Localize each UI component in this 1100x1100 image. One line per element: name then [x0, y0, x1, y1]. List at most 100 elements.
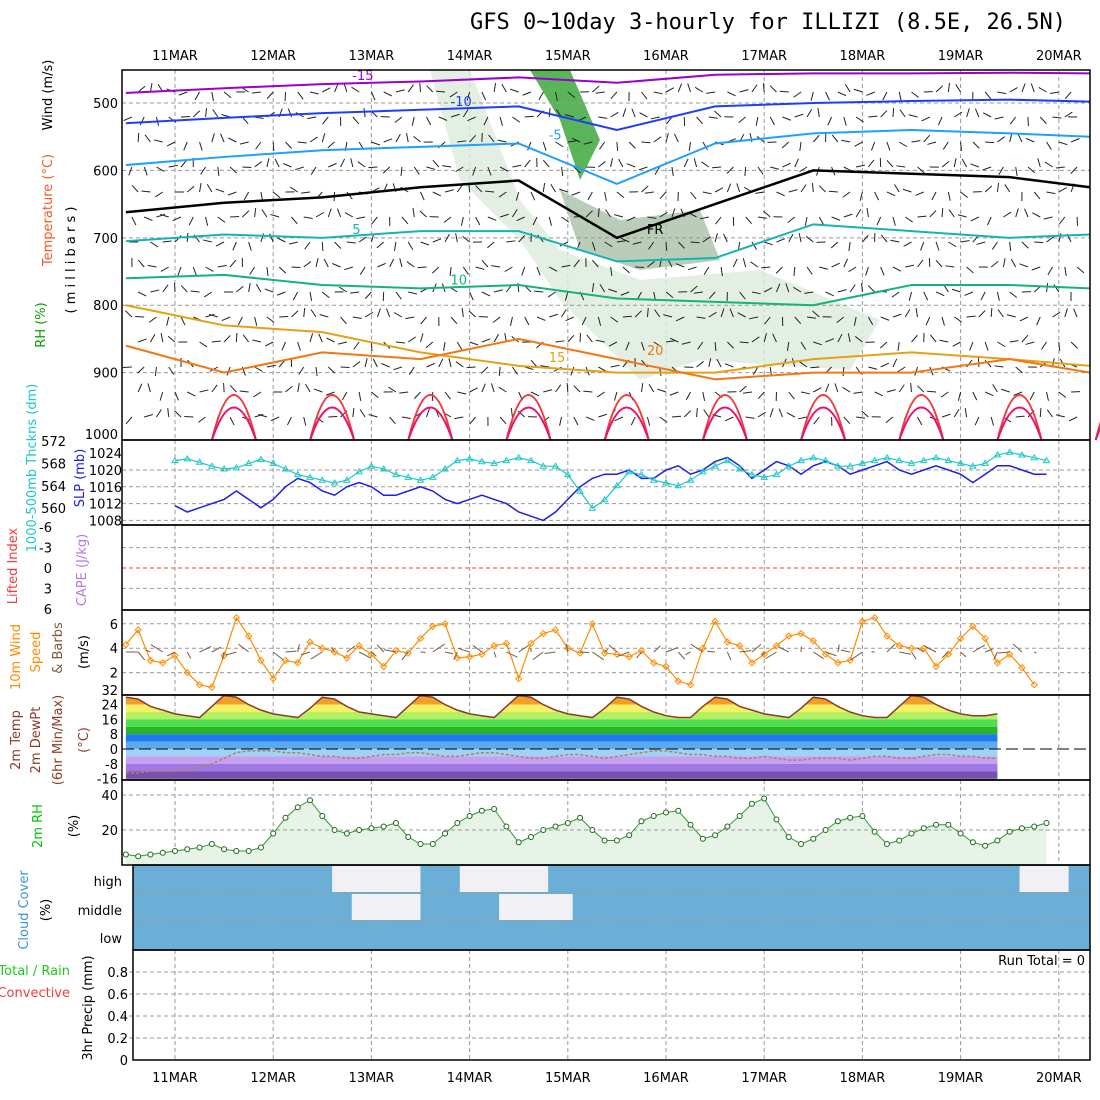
- wind-barb-10m: [899, 651, 912, 655]
- wind-barb: [598, 116, 608, 119]
- wind-barb: [984, 391, 994, 397]
- thickness-marker: [490, 459, 499, 466]
- wind-barb: [229, 166, 238, 174]
- wind-barb: [462, 235, 470, 243]
- y-tick-label: 564: [41, 480, 66, 495]
- wind-barb: [855, 209, 862, 218]
- wind-speed-marker: [1030, 681, 1038, 689]
- wind-barb: [386, 308, 391, 318]
- wind-barb: [581, 316, 587, 326]
- wind-barb: [241, 116, 249, 125]
- rh-marker: [577, 814, 584, 821]
- wind-barb: [610, 364, 620, 368]
- wind-barb-10m: [592, 651, 605, 661]
- wind-barb: [168, 164, 178, 168]
- date-label-top: 18MAR: [840, 49, 886, 64]
- wind-barb: [917, 416, 923, 426]
- wind-speed-marker: [870, 613, 879, 622]
- wind-barb: [849, 284, 856, 293]
- wind-barb: [315, 366, 318, 376]
- wind-barb: [516, 216, 525, 222]
- thickness-marker: [748, 470, 756, 478]
- wind-barb: [703, 409, 710, 418]
- wind-barb: [708, 311, 717, 318]
- precip-total-label: Total / Rain: [0, 964, 70, 979]
- wind-barb: [313, 388, 323, 393]
- wind-axis-label: (m/s): [77, 635, 92, 669]
- wind-barb-10m: [837, 644, 840, 653]
- wind-barb: [715, 216, 722, 225]
- wind-barb: [251, 91, 261, 94]
- wind-barb: [687, 83, 692, 93]
- wind-barb: [911, 334, 918, 343]
- wind-barb: [898, 91, 902, 101]
- wind-barb: [270, 416, 280, 422]
- wind-barb: [1004, 184, 1011, 193]
- y-tick-label: 0: [44, 562, 52, 577]
- wind-barb: [235, 332, 238, 343]
- wind-barb: [166, 141, 176, 147]
- wind-barb: [669, 337, 679, 343]
- thickness-marker: [649, 476, 658, 483]
- wind-barb: [518, 235, 526, 243]
- wind-speed-marker: [478, 650, 486, 659]
- wind-barb: [825, 91, 830, 101]
- wind-barb: [388, 386, 397, 393]
- wind-barb: [935, 260, 943, 268]
- thickness-marker: [1042, 456, 1051, 464]
- isotherm-arch: [210, 394, 257, 441]
- wind-barb: [467, 116, 476, 122]
- wind-barb-10m: [685, 651, 691, 656]
- wind-barb-10m: [765, 651, 777, 660]
- wind-barb: [485, 190, 495, 193]
- wind-barb: [444, 391, 451, 400]
- wind-barb: [665, 87, 675, 93]
- wind-barb: [521, 266, 526, 276]
- thickness-marker: [171, 456, 179, 464]
- rh-marker: [270, 830, 277, 837]
- wind-barb: [279, 315, 289, 318]
- wind-barb: [555, 340, 565, 343]
- wind-barb: [266, 158, 270, 168]
- wind-barb: [690, 191, 697, 200]
- wind-speed-marker: [760, 650, 768, 659]
- thickness-marker: [956, 459, 965, 466]
- wind-speed-marker: [772, 642, 781, 650]
- wind-barb: [897, 366, 906, 373]
- wind-barb: [183, 141, 188, 151]
- wind-barb: [199, 341, 208, 348]
- wind-barb: [653, 341, 662, 348]
- wind-barb: [343, 83, 348, 93]
- wind-speed-marker: [711, 617, 719, 626]
- wind-barb: [610, 91, 618, 100]
- wind-barb-10m: [993, 651, 998, 660]
- wind-speed-marker: [883, 632, 891, 640]
- wind-barb: [666, 116, 673, 125]
- wind-barb: [997, 91, 1007, 95]
- wind-barb: [825, 383, 830, 393]
- thickness-marker: [833, 462, 842, 469]
- isotherm-arch: [210, 406, 257, 441]
- wind-barb: [352, 407, 355, 418]
- wind-barb: [935, 85, 944, 93]
- wind-barb: [198, 416, 206, 423]
- wind-barb: [405, 316, 415, 320]
- wind-barb: [659, 211, 668, 218]
- wind-barb: [297, 383, 300, 393]
- wind-barb: [559, 416, 563, 426]
- rh-marker: [1006, 828, 1013, 835]
- wind-barb: [885, 416, 894, 423]
- wind-barb: [683, 158, 689, 168]
- wind-barb-10m: [544, 651, 556, 655]
- wind-barb: [641, 141, 651, 144]
- y-tick-label: 1008: [89, 514, 122, 529]
- wind-barb: [1019, 316, 1029, 322]
- date-label-bottom: 14MAR: [447, 1071, 493, 1086]
- wind-barb: [180, 159, 188, 168]
- wind-barb: [812, 310, 820, 318]
- wind-barb: [804, 291, 814, 294]
- wind-barb: [798, 233, 802, 243]
- thickness-marker: [821, 456, 830, 464]
- wind-barb: [763, 287, 773, 293]
- wind-barb: [830, 241, 839, 249]
